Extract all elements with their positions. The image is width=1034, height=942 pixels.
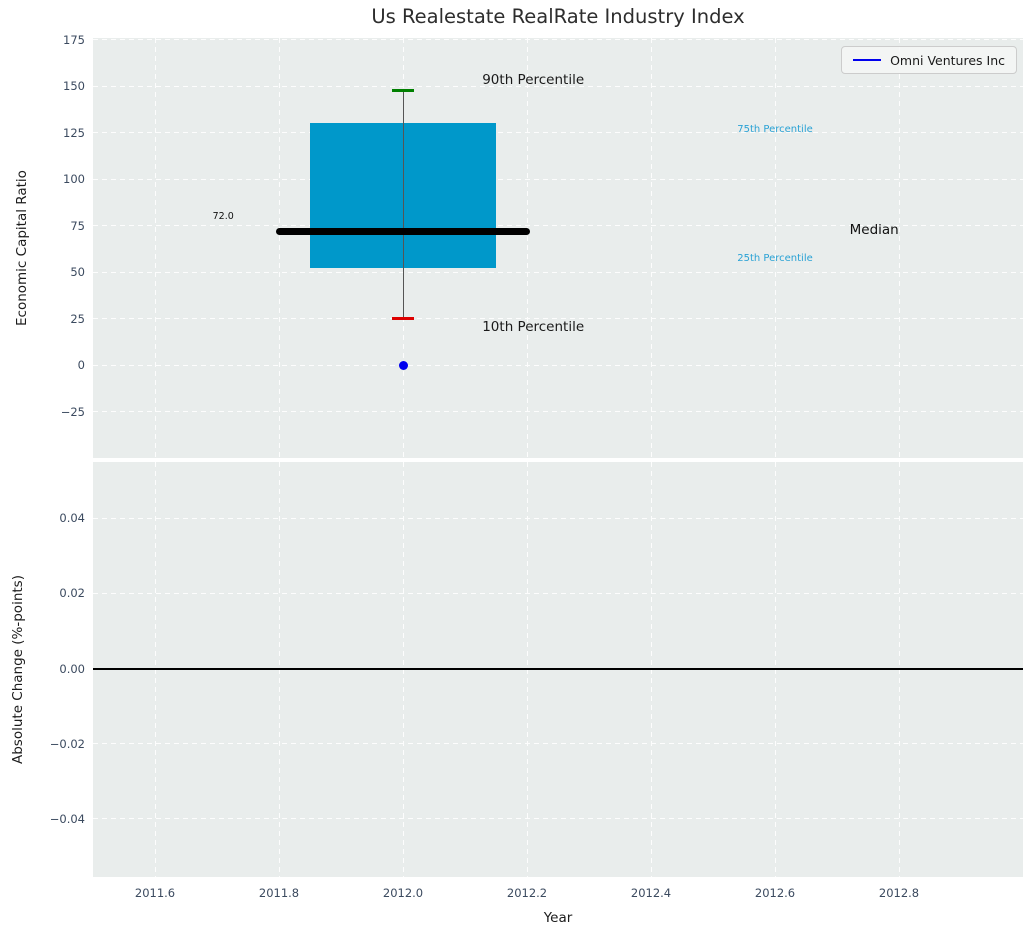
y-tick-label: 75 (70, 218, 85, 233)
x-tick-label: 2011.8 (258, 886, 300, 900)
gridline-horizontal (93, 592, 1023, 594)
annotation-label: Median (849, 221, 899, 238)
x-tick-label: 2012.4 (630, 886, 672, 900)
x-tick-label: 2012.8 (878, 886, 920, 900)
gridline-horizontal (93, 743, 1023, 745)
gridline-vertical (650, 38, 652, 458)
gridline-horizontal (93, 225, 1023, 227)
y-tick-label: −25 (60, 404, 85, 419)
gridline-horizontal (93, 178, 1023, 180)
company-point-marker (398, 360, 408, 370)
annotation-label: 25th Percentile (737, 252, 813, 264)
gridline-horizontal (93, 364, 1023, 366)
gridline-horizontal (93, 517, 1023, 519)
y-tick-label: 0.02 (59, 586, 85, 601)
gridline-horizontal (93, 818, 1023, 820)
x-axis-label: Year (543, 910, 573, 926)
y-tick-label: −0.04 (49, 811, 85, 826)
boxplot-cap-10th (392, 317, 414, 321)
x-tick-label: 2012.6 (754, 886, 796, 900)
gridline-vertical (898, 38, 900, 458)
x-tick-label: 2012.0 (382, 886, 424, 900)
y-tick-label: 125 (63, 125, 85, 140)
gridline-vertical (278, 38, 280, 458)
annotation-label: 10th Percentile (482, 319, 585, 336)
y-tick-label: 25 (70, 311, 85, 326)
y-tick-label: 175 (63, 32, 85, 47)
y-tick-label: −0.02 (49, 736, 85, 751)
y-tick-label: 150 (63, 79, 85, 94)
y-tick-label: 0.04 (59, 511, 85, 526)
y-tick-label: 50 (70, 265, 85, 280)
x-tick-label: 2011.6 (134, 886, 176, 900)
gridline-horizontal (93, 411, 1023, 413)
gridline-vertical (526, 38, 528, 458)
boxplot-cap-90th (392, 89, 414, 93)
gridline-vertical (774, 38, 776, 458)
gridline-horizontal (93, 85, 1023, 87)
bottom-axes (93, 462, 1023, 877)
gridline-horizontal (93, 318, 1023, 320)
annotation-label: 72.0 (212, 211, 234, 223)
gridline-horizontal (93, 271, 1023, 273)
legend-line-swatch (853, 59, 882, 61)
chart-title: Us Realestate RealRate Industry Index (371, 5, 745, 28)
zero-change-line (93, 667, 1023, 670)
y-tick-label: 0.00 (59, 661, 85, 676)
y-tick-label: 0 (77, 358, 85, 373)
x-tick-label: 2012.2 (506, 886, 548, 900)
top-y-axis-label: Economic Capital Ratio (14, 170, 30, 326)
gridline-horizontal (93, 132, 1023, 134)
gridline-vertical (154, 38, 156, 458)
legend: Omni Ventures Inc (841, 46, 1017, 74)
boxplot-whisker-line (402, 90, 404, 319)
legend-label: Omni Ventures Inc (890, 52, 1005, 68)
boxplot-median-line (276, 227, 530, 235)
annotation-label: 75th Percentile (737, 123, 813, 135)
gridline-horizontal (93, 39, 1023, 41)
annotation-label: 90th Percentile (482, 72, 585, 89)
y-tick-label: 100 (63, 172, 85, 187)
top-axes: 90th Percentile 10th Percentile 72.0 Median… (93, 38, 1023, 458)
